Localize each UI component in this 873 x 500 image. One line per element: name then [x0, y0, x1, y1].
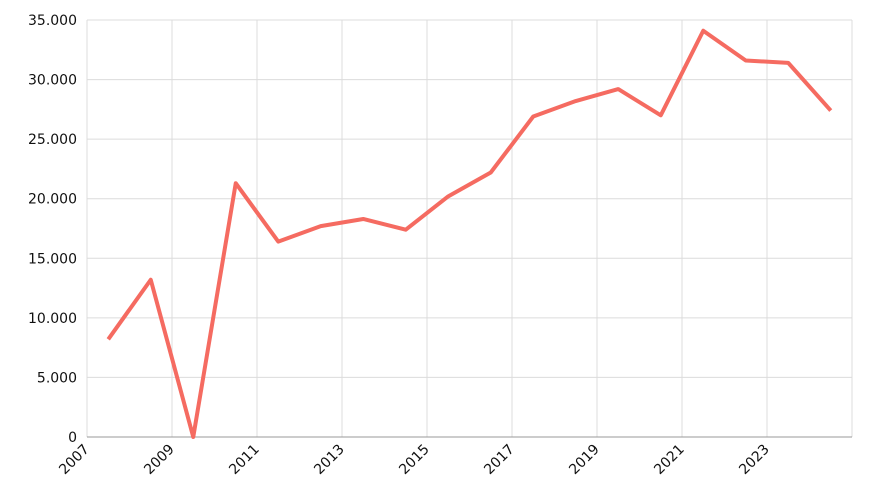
x-tick-label: 2013	[311, 441, 348, 478]
x-tick-label: 2017	[481, 441, 518, 478]
x-tick-label: 2009	[141, 441, 178, 478]
y-tick-label: 10.000	[28, 311, 77, 327]
line	[106, 28, 833, 439]
y-tick-label: 20.000	[28, 192, 77, 208]
y-tick-label: 30.000	[28, 73, 77, 89]
y-tick-label: 0	[68, 430, 77, 446]
x-tick-label: 2015	[396, 441, 433, 478]
y-tick-label: 15.000	[28, 251, 77, 267]
y-tick-label: 5.000	[37, 370, 77, 386]
x-tick-label: 2023	[736, 441, 773, 478]
x-tick-label: 2021	[651, 441, 688, 478]
y-tick-label: 25.000	[28, 132, 77, 148]
y-tick-label: 35.000	[28, 13, 77, 29]
x-tick-label: 2019	[566, 441, 603, 478]
x-tick-label: 2007	[56, 441, 93, 478]
x-tick-label: 2011	[226, 441, 263, 478]
